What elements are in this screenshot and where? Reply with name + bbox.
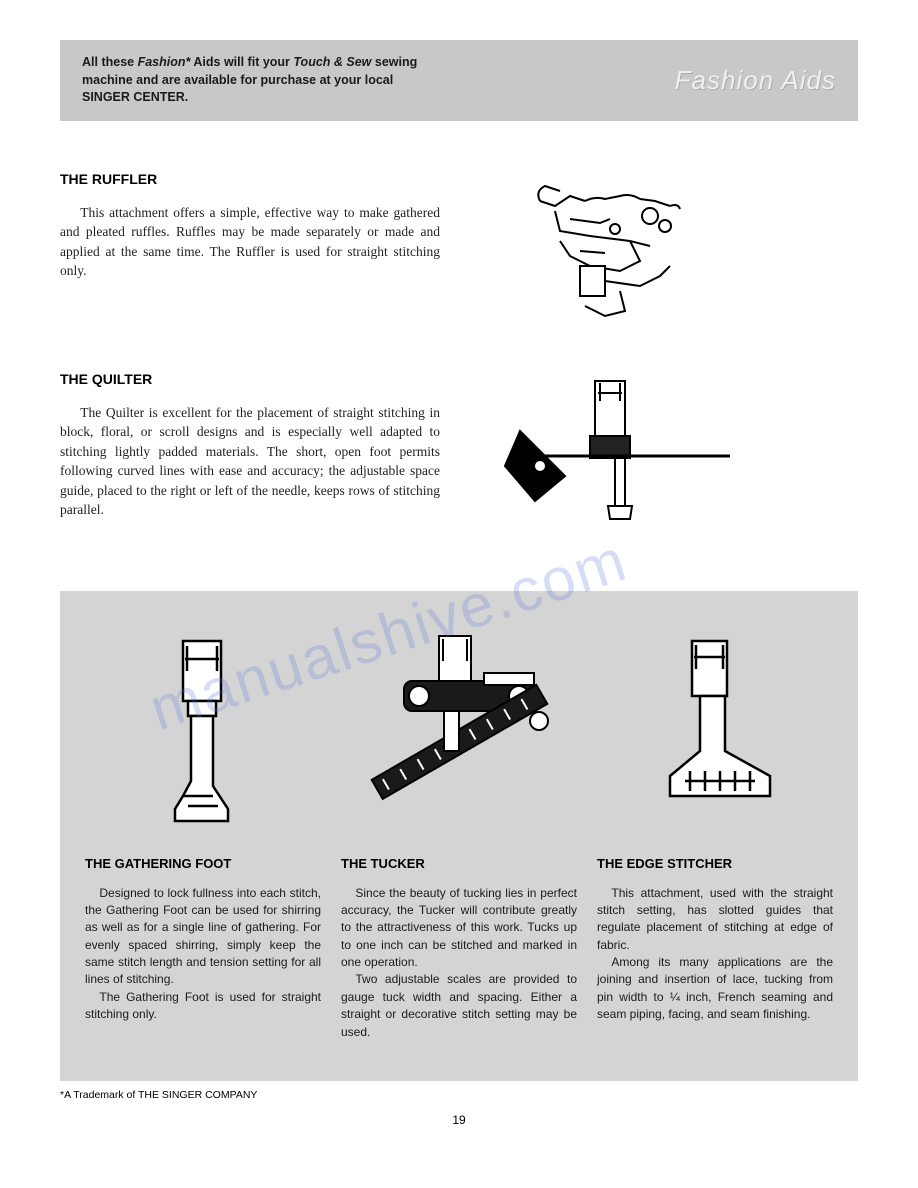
quilter-illustration (480, 371, 740, 551)
section-ruffler: THE RUFFLER This attachment offers a sim… (60, 171, 858, 331)
section-quilter: THE QUILTER The Quilter is excellent for… (60, 371, 858, 551)
gathering-title: THE GATHERING FOOT (85, 856, 321, 871)
ruffler-text: THE RUFFLER This attachment offers a sim… (60, 171, 440, 331)
col-edge: THE EDGE STITCHER This attachment, used … (597, 621, 833, 1042)
gathering-p1: Designed to lock fullness into each stit… (85, 885, 321, 989)
gathering-p2: The Gathering Foot is used for straight … (85, 989, 321, 1024)
edge-title: THE EDGE STITCHER (597, 856, 833, 871)
page-number: 19 (60, 1113, 858, 1127)
trademark-footnote: *A Trademark of THE SINGER COMPANY (60, 1089, 858, 1101)
banner-description: All these Fashion* Aids will fit your To… (82, 54, 442, 107)
page: manualshive.com All these Fashion* Aids … (0, 40, 918, 1127)
tucker-title: THE TUCKER (341, 856, 577, 871)
ruffler-body: This attachment offers a simple, effecti… (60, 203, 440, 281)
quilter-title: THE QUILTER (60, 371, 440, 387)
ruffler-illustration (480, 171, 740, 331)
gathering-foot-illustration (85, 621, 321, 831)
tucker-p2: Two adjustable scales are provided to ga… (341, 971, 577, 1041)
ruffler-title: THE RUFFLER (60, 171, 440, 187)
header-banner: All these Fashion* Aids will fit your To… (60, 40, 858, 121)
page-content: All these Fashion* Aids will fit your To… (0, 40, 918, 1127)
quilter-text: THE QUILTER The Quilter is excellent for… (60, 371, 440, 551)
edge-p2: Among its many applications are the join… (597, 954, 833, 1024)
quilter-body: The Quilter is excellent for the placeme… (60, 403, 440, 520)
edge-stitcher-illustration (597, 621, 833, 831)
col-tucker: THE TUCKER Since the beauty of tucking l… (341, 621, 577, 1042)
col-gathering: THE GATHERING FOOT Designed to lock full… (85, 621, 321, 1042)
banner-title: Fashion Aids (675, 65, 836, 96)
tucker-p1: Since the beauty of tucking lies in perf… (341, 885, 577, 972)
edge-p1: This attachment, used with the straight … (597, 885, 833, 955)
tucker-illustration (341, 621, 577, 831)
bottom-panel: THE GATHERING FOOT Designed to lock full… (60, 591, 858, 1082)
